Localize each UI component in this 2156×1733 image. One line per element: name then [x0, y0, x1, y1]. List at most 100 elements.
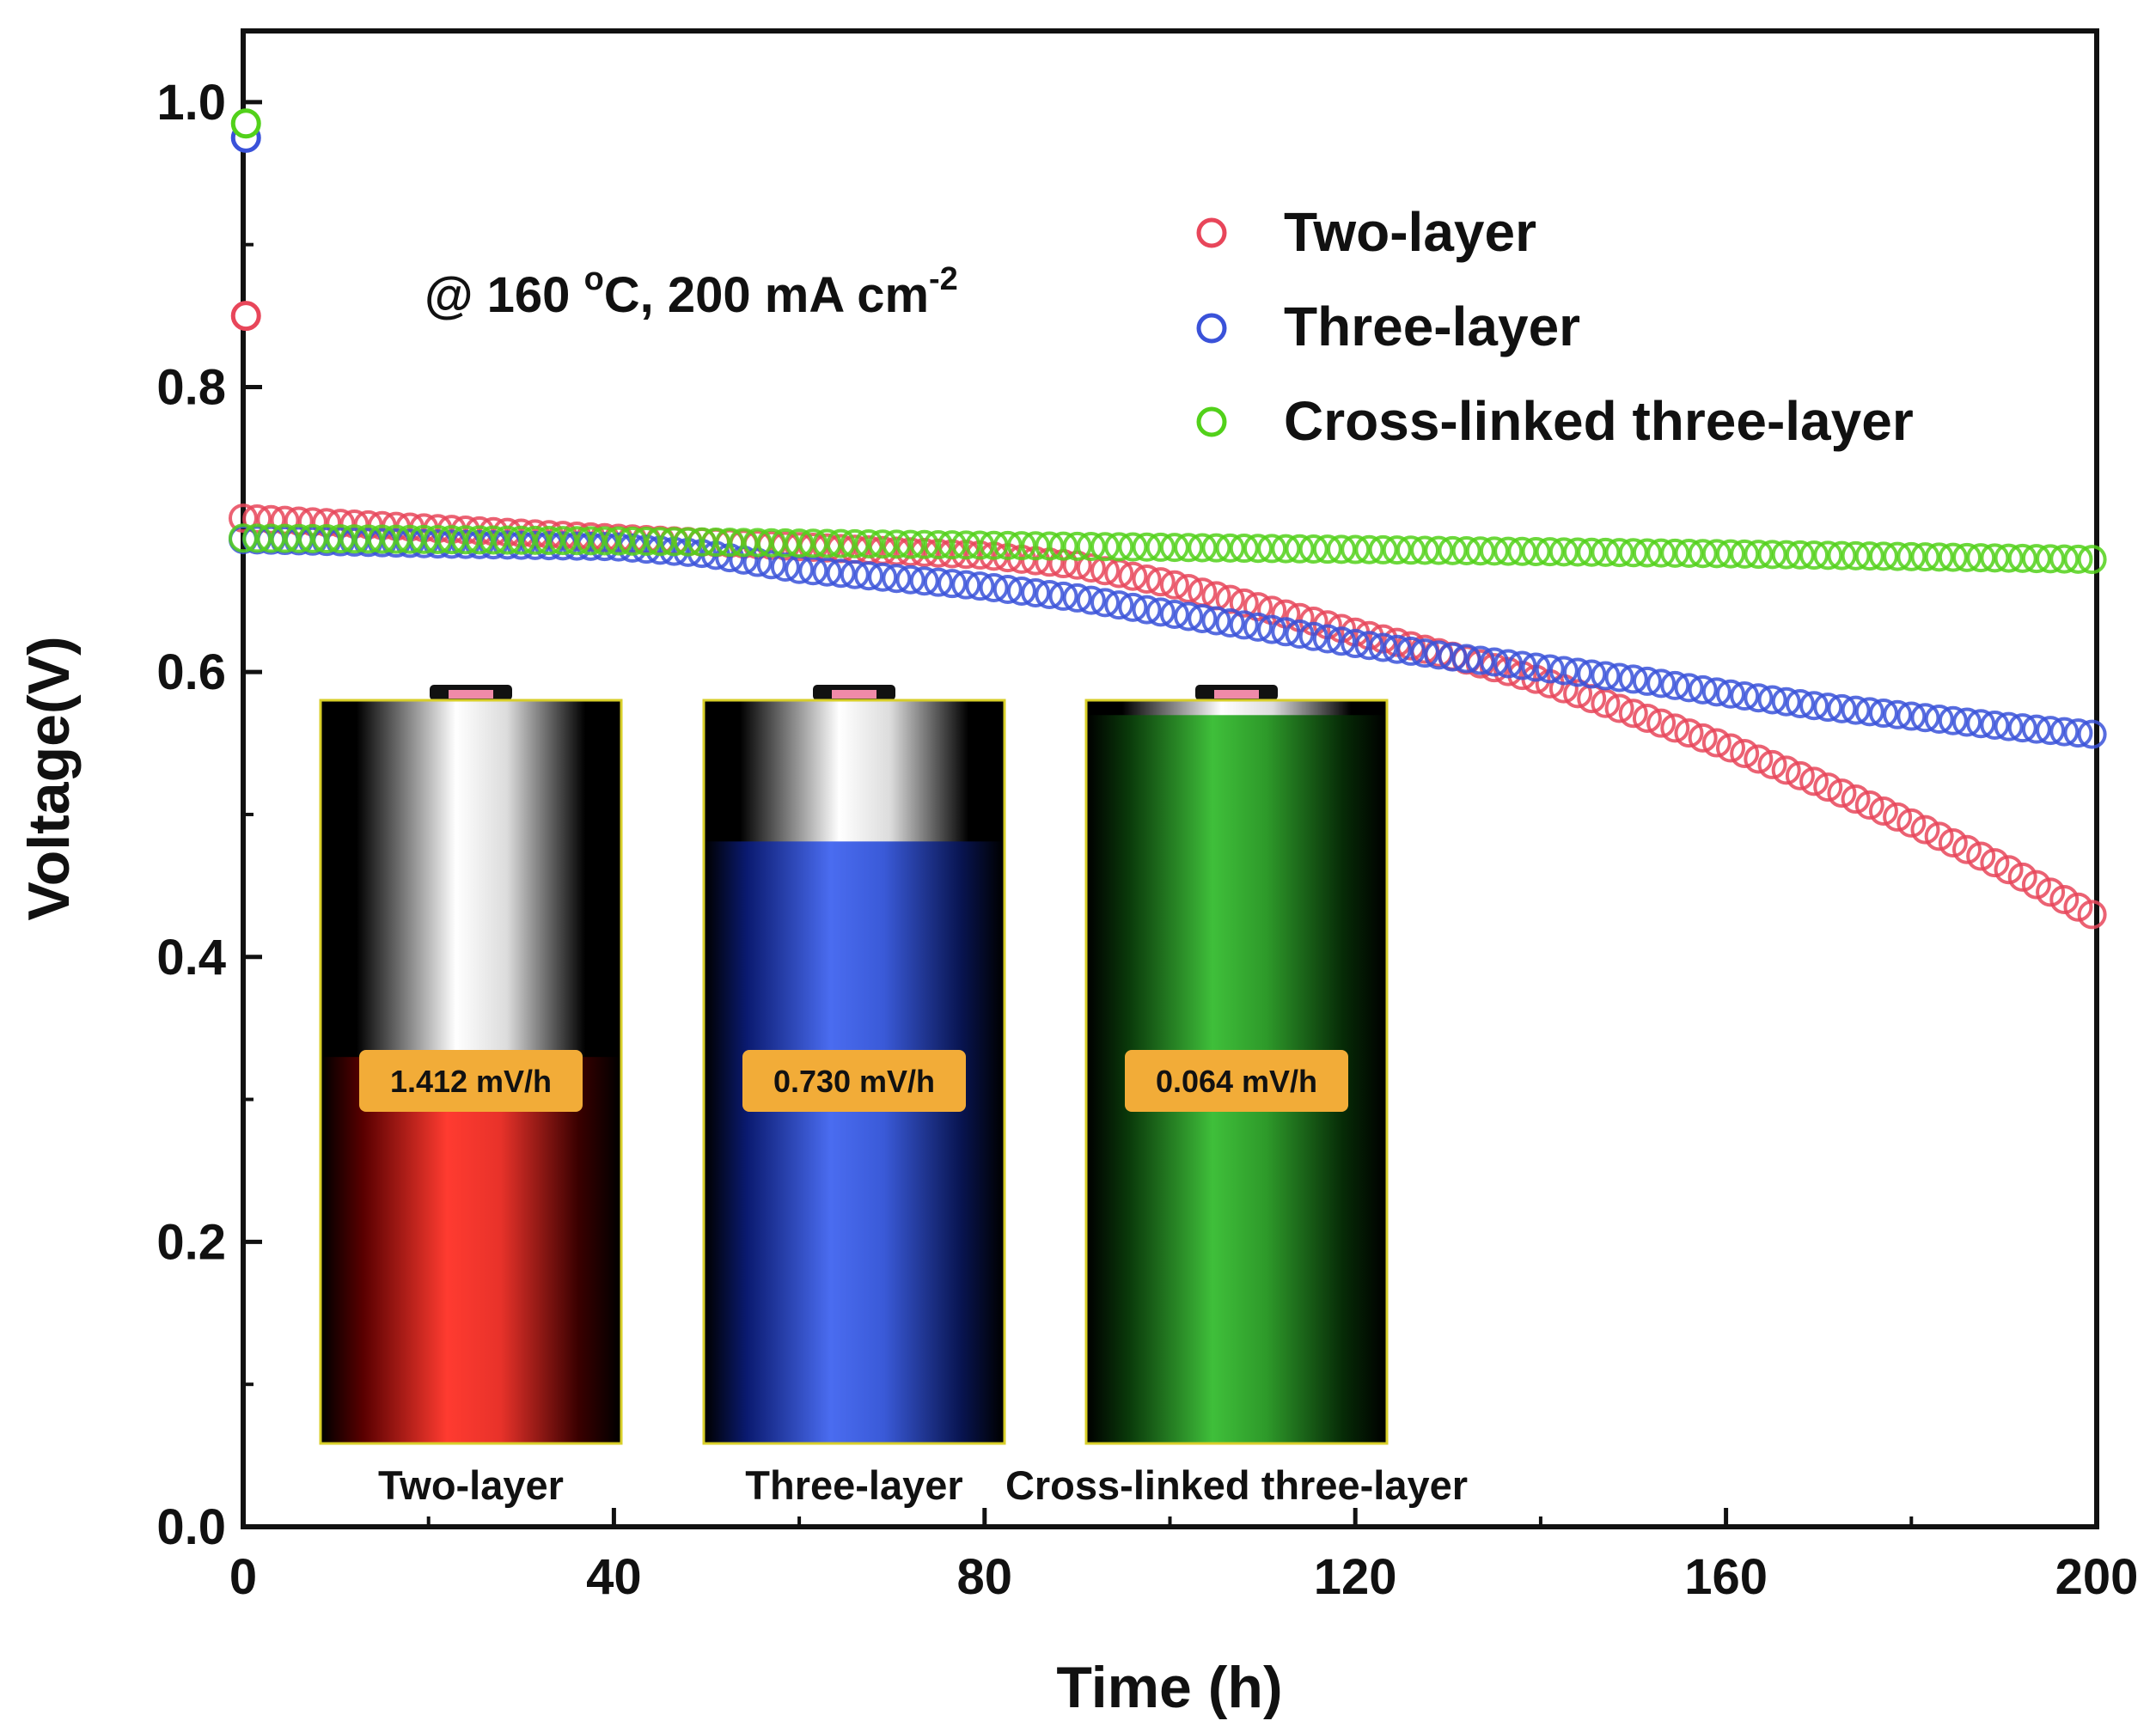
- data-point: [1243, 592, 1273, 622]
- initial-point: [230, 108, 261, 139]
- data-point: [1813, 540, 1843, 571]
- data-point: [256, 504, 286, 534]
- data-point: [1104, 532, 1134, 562]
- data-point: [895, 537, 925, 567]
- data-point: [923, 529, 953, 559]
- data-point: [1924, 821, 1954, 851]
- data-point: [1535, 537, 1565, 567]
- data-point: [1368, 632, 1398, 662]
- data-point: [1563, 657, 1593, 687]
- data-point: [1257, 614, 1287, 644]
- data-point: [1006, 531, 1036, 561]
- data-point: [1757, 749, 1787, 779]
- data-point: [1132, 532, 1162, 562]
- data-point: [2007, 862, 2037, 892]
- data-point: [284, 523, 314, 553]
- data-point: [1994, 543, 2024, 573]
- data-point: [1952, 707, 1982, 737]
- data-point: [1618, 699, 1648, 729]
- data-point: [1132, 595, 1162, 625]
- data-point: [1243, 612, 1273, 642]
- data-point: [992, 530, 1023, 560]
- data-point: [1188, 533, 1218, 563]
- data-point: [1771, 755, 1801, 785]
- data-point: [576, 526, 606, 556]
- data-point: [979, 572, 1009, 602]
- y-tick-label: 0.0: [156, 1499, 226, 1555]
- data-point: [1159, 599, 1189, 629]
- x-axis-title: Time (h): [1056, 1655, 1282, 1720]
- data-point: [1785, 760, 1815, 790]
- data-point: [1312, 624, 1342, 654]
- data-point: [2049, 544, 2080, 574]
- data-point: [1966, 709, 1996, 739]
- data-point: [1896, 808, 1927, 838]
- data-point: [534, 526, 564, 556]
- data-point: [339, 524, 370, 554]
- data-point: [2036, 544, 2066, 574]
- data-point: [2077, 719, 2107, 749]
- data-point: [229, 503, 258, 534]
- data-point: [1285, 534, 1315, 564]
- data-points: [229, 108, 2107, 930]
- data-point: [1688, 539, 1718, 569]
- data-point: [1174, 601, 1204, 632]
- data-point: [256, 523, 286, 553]
- data-point: [1076, 553, 1106, 583]
- y-tick-label: 0.8: [156, 360, 226, 416]
- legend-label-three-layer: Three-layer: [1284, 296, 1580, 357]
- data-point: [1660, 538, 1690, 568]
- data-point: [742, 547, 773, 577]
- data-point: [729, 528, 759, 558]
- data-point: [1298, 621, 1328, 651]
- data-point: [1701, 677, 1732, 707]
- data-point: [1090, 532, 1121, 562]
- data-point: [673, 527, 703, 557]
- data-point: [1174, 533, 1204, 563]
- data-point: [1980, 710, 2010, 740]
- data-point: [756, 528, 786, 558]
- data-point: [1312, 534, 1342, 564]
- data-point: [1548, 537, 1579, 567]
- data-point: [1841, 540, 1871, 571]
- data-point: [1451, 536, 1481, 566]
- data-point: [826, 558, 856, 589]
- data-point: [1646, 708, 1677, 738]
- data-point: [1396, 535, 1426, 565]
- data-point: [715, 528, 745, 558]
- data-point: [1215, 584, 1245, 614]
- data-point: [2021, 714, 2051, 744]
- battery-rate-label: 0.064 mV/h: [1156, 1064, 1317, 1099]
- data-point: [1938, 828, 1968, 858]
- data-point: [1799, 540, 1829, 571]
- data-point: [326, 524, 356, 554]
- data-point: [812, 557, 842, 587]
- battery-terminal: [1214, 690, 1259, 699]
- data-point: [1688, 723, 1718, 753]
- data-point: [1785, 540, 1815, 570]
- data-point: [632, 534, 662, 564]
- data-point: [1201, 606, 1231, 636]
- data-point: [381, 524, 411, 554]
- data-point: [617, 533, 647, 563]
- data-point: [1854, 790, 1884, 821]
- data-point: [1841, 695, 1871, 725]
- battery-caption: Three-layer: [745, 1462, 962, 1508]
- data-point: [1813, 693, 1843, 723]
- data-point: [1479, 647, 1509, 677]
- data-point: [798, 528, 828, 558]
- data-point: [2049, 885, 2080, 915]
- data-point: [1424, 640, 1454, 670]
- battery-terminal: [832, 690, 876, 699]
- data-point: [1229, 588, 1259, 618]
- data-point: [965, 530, 995, 560]
- data-point: [1854, 541, 1884, 571]
- data-point: [548, 526, 578, 556]
- y-tick-label: 0.2: [156, 1214, 226, 1270]
- data-point: [1771, 540, 1801, 570]
- data-point: [1883, 802, 1913, 832]
- legend-label-cross-linked: Cross-linked three-layer: [1284, 390, 1914, 452]
- battery-insets: 1.412 mV/h Two-layer 0.730 mV/h Three-layer…: [319, 685, 1468, 1508]
- data-point: [1646, 668, 1677, 699]
